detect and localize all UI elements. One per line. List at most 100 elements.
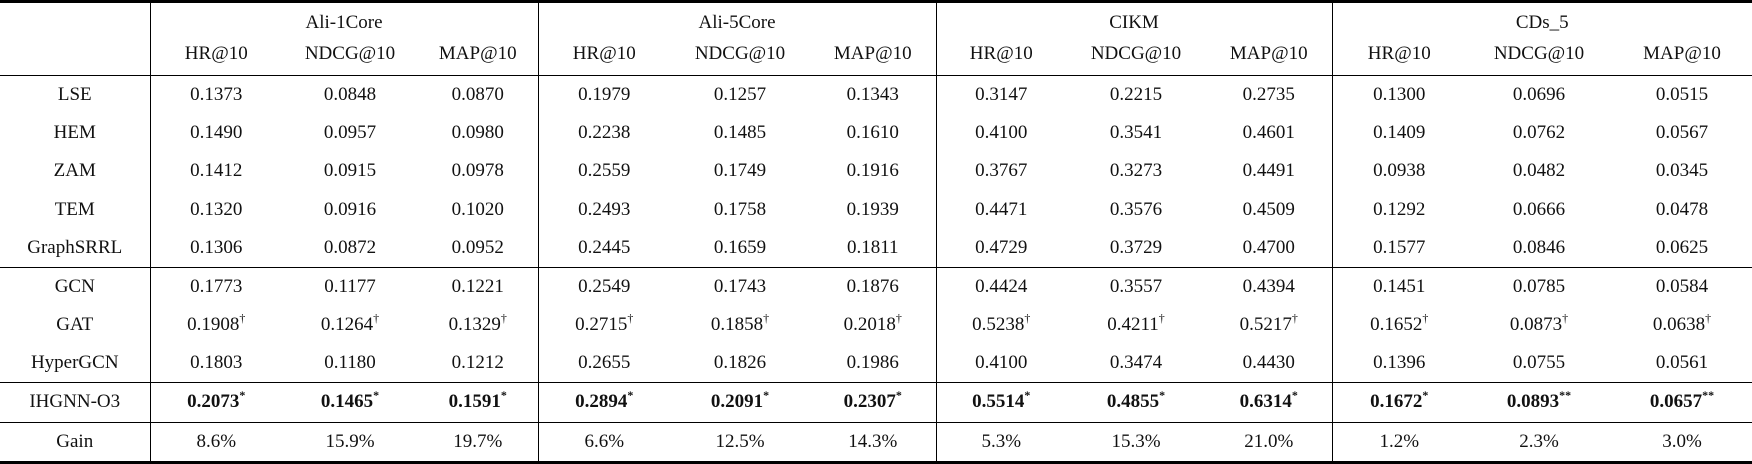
significance-marker: ** bbox=[1702, 388, 1715, 403]
metric-cell: 0.4100 bbox=[935, 114, 1066, 153]
metric-cell: 0.4430 bbox=[1242, 352, 1295, 374]
metric-cell: 0.1451 bbox=[1331, 266, 1466, 307]
significance-marker: * bbox=[1024, 388, 1031, 403]
significance-marker: † bbox=[373, 310, 380, 325]
metric-cell: 0.1659 bbox=[713, 236, 767, 258]
significance-marker: † bbox=[1291, 310, 1298, 325]
metric-cell: 0.1177 bbox=[282, 266, 418, 307]
metric-cell: 0.1485 bbox=[713, 122, 767, 144]
significance-marker: † bbox=[1422, 310, 1429, 325]
row-label: GAT bbox=[56, 314, 94, 336]
metric-cell: 0.1908† bbox=[149, 306, 282, 345]
metric-cell: 0.4700 bbox=[1242, 236, 1295, 258]
significance-marker: * bbox=[627, 388, 634, 403]
table-header: Ali-1Core Ali-5Core CIKM CDs_5 HR@10 NDCG@10 M… bbox=[0, 1, 1752, 76]
table-body: LSE 0.1373 0.0848 0.0870 0.1979 0.1257 0.1343 0… bbox=[0, 75, 1752, 463]
metric-cell: 0.0561 bbox=[1655, 352, 1709, 374]
metric-cell: 0.2715† bbox=[537, 306, 670, 345]
metric-cell: 0.0938 bbox=[1331, 152, 1466, 191]
metric-cell: 0.2655 bbox=[537, 344, 670, 383]
metric-cell: 0.0567 bbox=[1655, 122, 1709, 144]
metric-cell: 0.3729 bbox=[1109, 236, 1163, 258]
metric-cell: 0.1773 bbox=[149, 266, 282, 307]
metric-cell: 0.1876 bbox=[810, 266, 936, 307]
metric-cell: 0.4601 bbox=[1242, 122, 1295, 144]
metric-cell: 0.0666 bbox=[1512, 198, 1566, 220]
metric-cell: 0.2735 bbox=[1206, 75, 1332, 115]
metric-cell: 0.0893** bbox=[1466, 382, 1612, 423]
table-row-GCN: GCN 0.1773 0.1177 0.1221 0.2549 0.1743 0.1876 0… bbox=[0, 266, 1752, 307]
table-row-HEM: HEM 0.1490 0.0957 0.0980 0.2238 0.1485 0.1610 0… bbox=[0, 114, 1752, 153]
group-header-CIKM: CIKM bbox=[935, 1, 1332, 38]
metric-cell: 0.0978 bbox=[451, 160, 504, 182]
metric-cell: 0.2549 bbox=[537, 266, 670, 307]
metric-cell: 0.4394 bbox=[1206, 266, 1332, 307]
metric-cell: 0.1306 bbox=[149, 228, 282, 268]
metric-cell: 0.4100 bbox=[935, 344, 1066, 383]
metric-cell: 0.1610 bbox=[846, 122, 899, 144]
metric-cell: 21.0% bbox=[1206, 421, 1332, 463]
metric-header-Ali-1Core-NDCG@10: NDCG@10 bbox=[304, 42, 396, 64]
metric-cell: 0.0762 bbox=[1512, 122, 1566, 144]
metric-cell: 0.2215 bbox=[1066, 75, 1206, 115]
metric-cell: 0.4471 bbox=[935, 190, 1066, 229]
metric-cell: 0.5217† bbox=[1239, 310, 1298, 336]
significance-marker: * bbox=[500, 388, 507, 403]
metric-cell: 0.4509 bbox=[1242, 198, 1295, 220]
significance-marker: † bbox=[1158, 310, 1165, 325]
metric-cell: 0.3273 bbox=[1109, 160, 1163, 182]
group-header-CDs_5: CDs_5 bbox=[1331, 1, 1752, 38]
table-row-GAT: GAT 0.1908† 0.1264† 0.1329† 0.2715† 0.1858† 0.… bbox=[0, 306, 1752, 345]
metric-cell: 0.3767 bbox=[935, 152, 1066, 191]
metric-cell: 0.4491 bbox=[1242, 160, 1295, 182]
metric-cell: 0.1749 bbox=[713, 160, 767, 182]
metric-cell: 0.0872 bbox=[323, 236, 377, 258]
table-row-Gain: Gain 8.6% 15.9% 19.7% 6.6% 12.5% 14.3% 5.3% 15.3… bbox=[0, 421, 1752, 463]
significance-marker: * bbox=[1291, 388, 1298, 403]
metric-cell: 0.2073* bbox=[149, 382, 282, 423]
row-label: HyperGCN bbox=[30, 352, 119, 374]
row-label: GraphSRRL bbox=[27, 236, 123, 258]
metric-cell: 0.1743 bbox=[670, 266, 810, 307]
metric-header-Ali-1Core-HR@10: HR@10 bbox=[149, 38, 282, 76]
metric-cell: 0.4211† bbox=[1107, 310, 1165, 336]
metric-header-CIKM-MAP@10: MAP@10 bbox=[1229, 42, 1308, 64]
significance-marker: * bbox=[1159, 388, 1166, 403]
metric-cell: 0.2894* bbox=[537, 382, 670, 423]
metric-cell: 0.0915 bbox=[323, 160, 377, 182]
metric-cell: 0.0345 bbox=[1655, 160, 1709, 182]
metric-header-row: HR@10 NDCG@10 MAP@10 HR@10 NDCG@10 MAP@10 HR@1… bbox=[0, 38, 1752, 76]
metric-cell: 0.3576 bbox=[1109, 198, 1163, 220]
metric-cell: 1.2% bbox=[1331, 421, 1466, 463]
significance-marker: ** bbox=[1559, 388, 1572, 403]
metric-cell: 0.1409 bbox=[1331, 114, 1466, 153]
metric-header-Ali-1Core-MAP@10: MAP@10 bbox=[438, 42, 517, 64]
metric-cell: 0.1221 bbox=[418, 266, 538, 307]
group-header-Ali-5Core: Ali-5Core bbox=[537, 1, 936, 38]
significance-marker: * bbox=[763, 388, 770, 403]
metric-cell: 0.1320 bbox=[149, 190, 282, 229]
metric-header-CDs_5-HR@10: HR@10 bbox=[1331, 38, 1466, 76]
metric-header-CIKM-NDCG@10: NDCG@10 bbox=[1090, 42, 1182, 64]
metric-cell: 0.0638† bbox=[1652, 310, 1712, 336]
metric-cell: 0.1652† bbox=[1331, 306, 1466, 345]
metric-cell: 0.0584 bbox=[1612, 266, 1752, 307]
metric-cell: 0.1672* bbox=[1331, 382, 1466, 423]
metric-cell: 0.2559 bbox=[537, 152, 670, 191]
group-header-row: Ali-1Core Ali-5Core CIKM CDs_5 bbox=[0, 1, 1752, 39]
significance-marker: * bbox=[1422, 388, 1429, 403]
metric-header-Ali-5Core-MAP@10: MAP@10 bbox=[833, 42, 912, 64]
metric-cell: 0.3147 bbox=[935, 75, 1066, 115]
significance-marker: † bbox=[895, 310, 902, 325]
significance-marker: † bbox=[627, 310, 634, 325]
metric-cell: 0.1826 bbox=[713, 352, 767, 374]
metric-cell: 0.1264† bbox=[320, 310, 380, 336]
metric-cell: 0.1490 bbox=[149, 114, 282, 153]
corner-cell bbox=[0, 2, 150, 39]
metric-cell: 0.0846 bbox=[1512, 236, 1566, 258]
table-row-ZAM: ZAM 0.1412 0.0915 0.0978 0.2559 0.1749 0.1916 0… bbox=[0, 152, 1752, 191]
metric-cell: 0.1257 bbox=[670, 75, 810, 115]
table-row-HyperGCN: HyperGCN 0.1803 0.1180 0.1212 0.2655 0.1826 0.… bbox=[0, 344, 1752, 383]
metric-cell: 0.1986 bbox=[846, 352, 899, 374]
